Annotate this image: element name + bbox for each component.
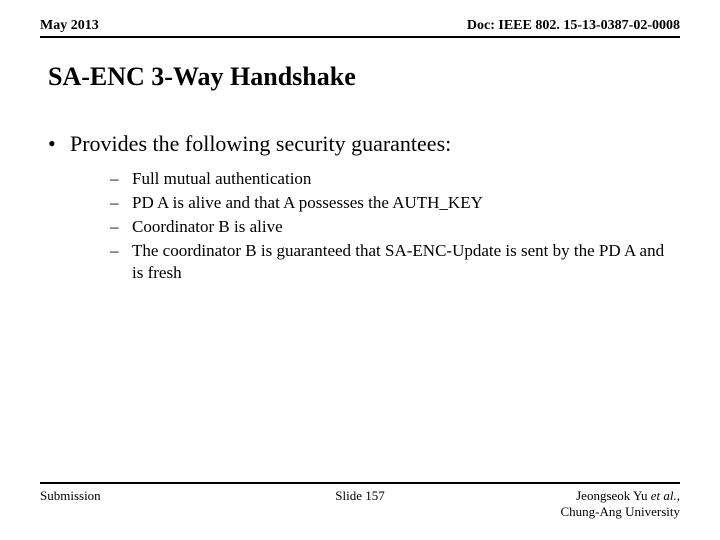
sub-bullet-item: – Coordinator B is alive xyxy=(110,216,680,238)
header-bar: May 2013 Doc: IEEE 802. 15-13-0387-02-00… xyxy=(40,18,680,38)
sub-bullet-marker: – xyxy=(110,168,132,190)
sub-bullet-marker: – xyxy=(110,216,132,238)
sub-bullet-marker: – xyxy=(110,240,132,262)
sub-bullet-item: – The coordinator B is guaranteed that S… xyxy=(110,240,680,284)
sub-bullet-marker: – xyxy=(110,192,132,214)
slide-title: SA-ENC 3-Way Handshake xyxy=(48,62,356,92)
footer-bar: Submission Slide 157 Jeongseok Yu et al.… xyxy=(40,482,680,521)
sub-bullet-list: – Full mutual authentication – PD A is a… xyxy=(110,168,680,284)
content-area: • Provides the following security guaran… xyxy=(48,130,680,286)
header-doc-id: Doc: IEEE 802. 15-13-0387-02-0008 xyxy=(467,18,680,34)
sub-bullet-text: Full mutual authentication xyxy=(132,168,321,190)
header-date: May 2013 xyxy=(40,18,99,34)
bullet-text: Provides the following security guarante… xyxy=(70,130,451,158)
bullet-item: • Provides the following security guaran… xyxy=(48,130,680,158)
sub-bullet-text: Coordinator B is alive xyxy=(132,216,293,238)
footer-author: Jeongseok Yu et al., Chung-Ang Universit… xyxy=(467,488,680,521)
footer-author-affiliation: Chung-Ang University xyxy=(560,504,680,519)
sub-bullet-text: The coordinator B is guaranteed that SA-… xyxy=(132,240,680,284)
footer-left: Submission xyxy=(40,488,253,504)
sub-bullet-text: PD A is alive and that A possesses the A… xyxy=(132,192,493,214)
footer-author-name: Jeongseok Yu xyxy=(576,488,647,503)
bullet-marker: • xyxy=(48,130,70,158)
footer-author-etal: et al. xyxy=(647,488,676,503)
sub-bullet-item: – Full mutual authentication xyxy=(110,168,680,190)
sub-bullet-item: – PD A is alive and that A possesses the… xyxy=(110,192,680,214)
footer-author-sep: , xyxy=(677,488,680,503)
footer-slide-number: Slide 157 xyxy=(253,488,466,504)
